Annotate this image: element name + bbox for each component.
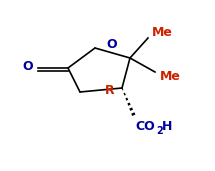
Text: H: H [162,121,172,134]
Text: CO: CO [135,121,155,134]
Text: Me: Me [152,27,173,40]
Text: 2: 2 [156,126,163,136]
Text: Me: Me [160,69,181,82]
Text: O: O [107,37,117,50]
Text: O: O [22,60,33,73]
Text: R: R [104,83,114,96]
